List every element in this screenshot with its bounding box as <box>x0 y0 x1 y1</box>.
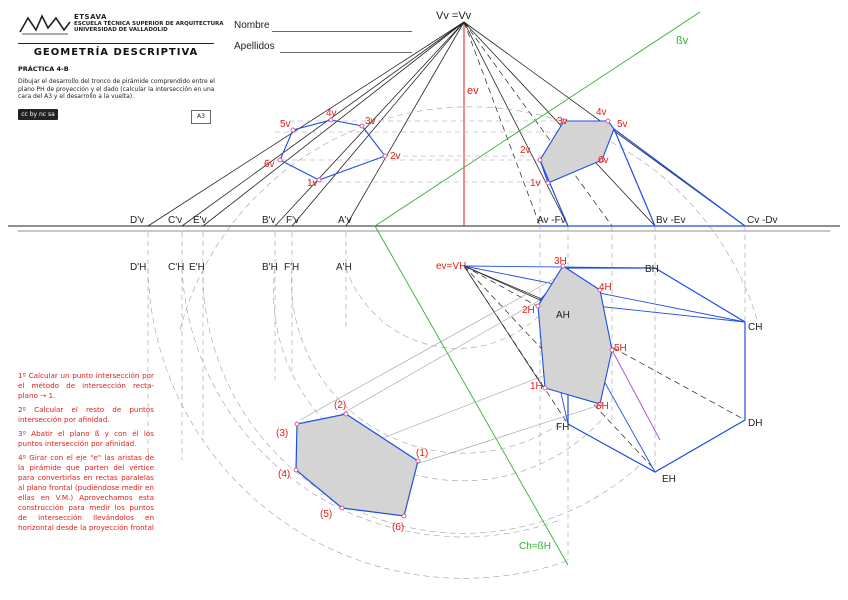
label-right-4v: 4v <box>596 107 607 118</box>
label-cv-dv: Cv -Dv <box>747 215 778 226</box>
front-view-rays <box>147 21 746 227</box>
purple-reference-line <box>611 349 661 441</box>
practice-number: PRÁCTICA 4-B <box>18 65 69 73</box>
label-a-prime-h: A'H <box>336 262 352 273</box>
plane-beta-top-trace <box>374 225 569 566</box>
label-bv-ev: Bv -Ev <box>656 215 685 226</box>
label-6h: 6H <box>596 401 609 412</box>
label-av-fv: Av -Fv <box>537 215 566 226</box>
etsava-logo-icon <box>19 14 71 35</box>
label-eh: EH <box>662 474 676 485</box>
label-1h: 1H <box>530 381 543 392</box>
right-poly-labels: 1v 2v 3v 4v 5v 6v <box>520 107 628 189</box>
label-left-1v: 1v <box>307 178 318 189</box>
step-3: 3º Abatir el plano ß y con él los puntos… <box>18 429 154 448</box>
plane-beta-front-trace <box>374 11 701 227</box>
label-right-3v: 3v <box>557 116 568 127</box>
school-line-1: ESCUELA TÉCNICA SUPERIOR DE ARQUITECTURA <box>74 20 224 27</box>
label-a-prime-v: A'v <box>338 215 352 226</box>
label-c-prime-h: C'H <box>168 262 184 273</box>
label-apex-top: ev=VH <box>436 261 466 272</box>
course-title: GEOMETRÍA DESCRIPTIVA <box>18 43 214 58</box>
label-ch-beta-h: Ch=ßH <box>519 541 551 552</box>
label-c-prime-v: C'v <box>168 215 182 226</box>
step-2: 2º Calcular el resto de puntos intersecc… <box>18 405 154 424</box>
step-4: 4º Girar con el eje "e" las aristas de l… <box>18 453 154 532</box>
label-true-2: (2) <box>334 400 346 411</box>
ground-lines <box>8 225 840 232</box>
label-true-6: (6) <box>392 522 404 533</box>
label-left-4v: 4v <box>326 108 337 119</box>
surname-label: Apellidos <box>234 41 275 52</box>
exercise-description: Dibujar el desarrollo del tronco de pirá… <box>18 78 215 100</box>
label-beta-v: ßv <box>676 35 689 47</box>
label-4h: 4H <box>599 282 612 293</box>
vertical-guides <box>147 180 746 560</box>
label-true-5: (5) <box>320 509 332 520</box>
true-shape-labels: (1) (2) (3) (4) (5) (6) <box>276 400 428 533</box>
label-apex-front: Vv =Vv <box>436 10 472 22</box>
label-dh: DH <box>748 418 762 429</box>
label-b-prime-h: B'H <box>262 262 278 273</box>
rotated-section-front <box>279 119 386 181</box>
paper-size-box: A3 <box>191 110 211 124</box>
label-f-prime-v: F'v <box>286 215 299 226</box>
label-right-6v: 6v <box>598 155 609 166</box>
label-true-1: (1) <box>416 448 428 459</box>
label-true-4: (4) <box>278 469 290 480</box>
label-true-3: (3) <box>276 428 288 439</box>
label-d-prime-v: D'v <box>130 215 144 226</box>
front-right-edges <box>539 128 746 227</box>
label-bh: BH <box>645 264 659 275</box>
front-view-hidden-rays <box>463 21 613 227</box>
label-fh: FH <box>556 422 569 433</box>
school-line-2: UNIVERSIDAD DE VALLADOLID <box>74 27 168 33</box>
top-rotated-labels: D'H C'H E'H B'H F'H A'H <box>130 262 352 273</box>
front-ground-labels: D'v C'v E'v B'v F'v A'v Av -Fv Bv -Ev Cv… <box>130 215 778 226</box>
label-left-5v: 5v <box>280 119 291 130</box>
label-right-2v: 2v <box>520 145 531 156</box>
label-right-1v: 1v <box>530 178 541 189</box>
label-ch: CH <box>748 322 762 333</box>
surname-field[interactable] <box>280 52 412 53</box>
base-labels: AH BH CH DH EH FH <box>556 264 762 485</box>
label-left-2v: 2v <box>390 151 401 162</box>
section-top-labels: 1H 2H 3H 4H 5H 6H <box>522 256 627 412</box>
label-d-prime-h: D'H <box>130 262 146 273</box>
label-b-prime-v: B'v <box>262 215 276 226</box>
procedure-steps: 1º Calcular un punto intersección por el… <box>18 371 154 537</box>
label-left-3v: 3v <box>365 116 376 127</box>
label-f-prime-h: F'H <box>284 262 299 273</box>
left-poly-labels: 1v 2v 3v 4v 5v 6v <box>264 108 401 189</box>
label-3h: 3H <box>554 256 567 267</box>
label-left-6v: 6v <box>264 159 275 170</box>
school-short: ETSAVA <box>74 13 107 21</box>
section-polygon-front <box>539 120 615 184</box>
rotation-arcs <box>147 106 761 579</box>
label-e-prime-v: E'v <box>193 215 207 226</box>
true-shape-polygon <box>295 413 419 517</box>
step-1: 1º Calcular un punto intersección por el… <box>18 371 154 400</box>
label-right-5v: 5v <box>617 119 628 130</box>
label-e-prime-h: E'H <box>189 262 205 273</box>
label-5h: 5H <box>614 343 627 354</box>
vertex-markers <box>277 117 615 519</box>
name-label: Nombre <box>234 20 270 31</box>
name-field[interactable] <box>272 31 412 32</box>
label-2h: 2H <box>522 305 535 316</box>
school-block: ETSAVA ESCUELA TÉCNICA SUPERIOR DE ARQUI… <box>74 14 224 34</box>
label-axis-ev: ev <box>467 85 479 97</box>
cc-license-badge: cc by nc sa <box>18 109 58 120</box>
label-ah: AH <box>556 310 570 321</box>
